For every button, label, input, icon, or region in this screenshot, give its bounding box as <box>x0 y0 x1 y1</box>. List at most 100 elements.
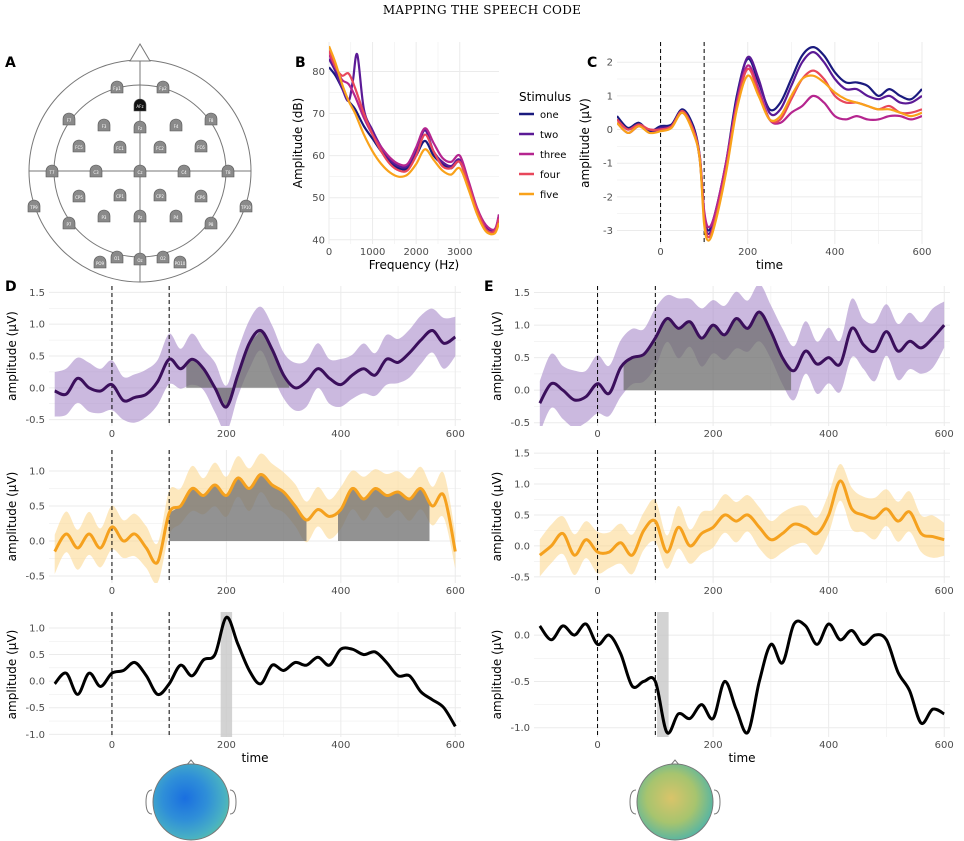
chartD1-y-axis-title: amplitude (μV) <box>5 311 19 401</box>
electrode-label-tp9: TP9 <box>29 205 38 210</box>
electrode-label-f8: F8 <box>209 118 214 123</box>
electrode-fc5 <box>72 139 86 153</box>
chartE1-xtick-label: 0 <box>594 429 600 440</box>
electrode-label-cz: Cz <box>138 170 143 175</box>
erp-e-top-chart: 0 200 400 600 -0.5 0.0 0.5 1.0 1.5 amplitude (μV) <box>490 286 954 440</box>
electrode-pz <box>133 209 147 223</box>
chartD3-plot-area <box>49 612 461 737</box>
chartD3-xtick-label: 600 <box>446 740 465 751</box>
electrode-fz <box>133 120 147 134</box>
electrode-label-o1: O1 <box>114 256 120 261</box>
chartE2-ytick-label: -0.5 <box>510 572 530 583</box>
chartC-xtick-label: 600 <box>912 247 931 258</box>
electrode-label-fc1: FC1 <box>116 146 124 151</box>
electrode-label-c4: C4 <box>181 170 187 175</box>
chartE2-xtick-label: 600 <box>935 586 954 597</box>
electrode-o1 <box>110 250 124 264</box>
electrode-montage: Fp1 Fp2 AFz F7 F3 Fz F4 F8 FC5 FC1 FC2 FC6 T7 C3 Cz C4 T… <box>27 43 253 283</box>
chartB-xtick-label: 0 <box>326 247 332 258</box>
chartC-x-axis-title: time <box>756 258 783 272</box>
chartD3-ytick-label: 1.0 <box>29 623 45 634</box>
chartE1-ytick-label: 0.0 <box>514 386 530 397</box>
topo-d-head <box>152 763 230 841</box>
spectrum-line-four <box>329 49 499 234</box>
legend-label-three: three <box>540 150 566 161</box>
chartD2-ytick-label: 0.0 <box>29 537 45 548</box>
electrode-label-cp1: CP1 <box>116 194 124 199</box>
chartD3-ytick-label: 0.5 <box>29 650 45 661</box>
electrode-label-o2: O2 <box>160 256 166 261</box>
chartD1-ytick-label: 1.0 <box>29 320 45 331</box>
stimulus-legend: Stimulus one two three four five <box>519 90 571 201</box>
chartE2-xtick-label: 0 <box>594 586 600 597</box>
chartE1-ytick-label: 1.0 <box>514 321 530 332</box>
chartD2-ytick-label: 1.0 <box>29 467 45 478</box>
electrode-f7 <box>62 112 76 126</box>
panel-label-c: C <box>587 55 597 71</box>
legend-title: Stimulus <box>519 90 571 104</box>
electrode-label-afz: AFz <box>136 104 143 109</box>
chartB-y-axis-title: Amplitude (dB) <box>291 98 305 189</box>
electrode-cp6 <box>194 189 208 203</box>
electrode-label-c3: C3 <box>93 170 99 175</box>
chartE2-xtick-label: 400 <box>819 586 838 597</box>
chartB-ytick-label: 70 <box>312 109 325 120</box>
chartE3-xtick-label: 0 <box>594 740 600 751</box>
electrode-label-t7: T7 <box>49 170 55 175</box>
electrode-oz <box>133 252 147 266</box>
electrode-label-fc5: FC5 <box>75 145 83 150</box>
chartD3-xtick-label: 200 <box>217 740 236 751</box>
chartD2-xtick-label: 400 <box>331 586 350 597</box>
electrode-label-p8: P8 <box>209 222 214 227</box>
electrode-po9 <box>93 255 107 269</box>
chartE3-significance-window <box>657 612 669 737</box>
electrode-label-p3: P3 <box>102 215 107 220</box>
electrode-p8 <box>204 216 218 230</box>
chartC-xtick-label: 400 <box>825 247 844 258</box>
chartE3-erp-line <box>538 619 945 735</box>
electrode-po10 <box>173 255 187 269</box>
legend-label-two: two <box>540 130 558 141</box>
erp-average-line-five <box>617 74 922 242</box>
electrode-label-p4: P4 <box>174 215 179 220</box>
topo-e-ear-right <box>713 789 721 815</box>
chartD1-ytick-label: -0.5 <box>25 415 45 426</box>
chartD3-significance-window <box>220 612 233 737</box>
chartD3-xtick-label: 0 <box>109 740 115 751</box>
chartD2-ytick-label: 0.5 <box>29 502 45 513</box>
electrode-label-fp1: Fp1 <box>113 86 121 91</box>
chartD3-x-axis-title: time <box>241 751 268 765</box>
chartB-xtick-label: 2000 <box>403 247 428 258</box>
legend-label-four: four <box>540 170 561 181</box>
electrode-cp1 <box>113 188 127 202</box>
chartD2-marks <box>53 450 457 583</box>
electrode-label-po10: PO10 <box>175 261 186 266</box>
chartC-xtick-label: 0 <box>657 247 663 258</box>
chartC-ytick-label: -1 <box>603 159 613 170</box>
chartD1-ytick-label: 0.0 <box>29 383 45 394</box>
electrode-fp1 <box>110 80 124 94</box>
chartD1-xtick-label: 0 <box>109 429 115 440</box>
chartE1-ytick-label: -0.5 <box>510 418 530 429</box>
chartE2-xtick-label: 200 <box>704 586 723 597</box>
chartD2-significant-area-0 <box>169 474 307 541</box>
chartD1-xtick-label: 600 <box>446 429 465 440</box>
chartC-ytick-label: -2 <box>603 192 613 203</box>
electrode-fc2 <box>153 140 167 154</box>
chartD2-y-axis-title: amplitude (μV) <box>5 472 19 562</box>
erp-d-top-chart: 0 200 400 600 -0.5 0.0 0.5 1.0 1.5 amplitude (μV) <box>5 286 465 440</box>
electrode-p7 <box>62 216 76 230</box>
chartC-ytick-label: -3 <box>603 226 613 237</box>
topo-e-head <box>636 763 714 841</box>
electrode-cp2 <box>153 188 167 202</box>
erp-average-line-one <box>617 45 922 232</box>
erp-d-middle-chart: 0 200 400 600 -0.5 0.0 0.5 1.0 amplitude (μV) <box>5 450 465 597</box>
chartE1-confidence-band <box>539 286 945 426</box>
chartD1-erp-line <box>54 328 457 409</box>
chartE1-significant-area-0 <box>623 311 792 391</box>
panel-label-b: B <box>295 55 306 71</box>
chartE3-x-axis-title: time <box>728 751 755 765</box>
topo-d-ear-left <box>145 789 153 815</box>
erp-e-bottom-chart: 0 200 400 600 -1.0 -0.5 0.0 time amplitude (μV) <box>490 612 954 765</box>
